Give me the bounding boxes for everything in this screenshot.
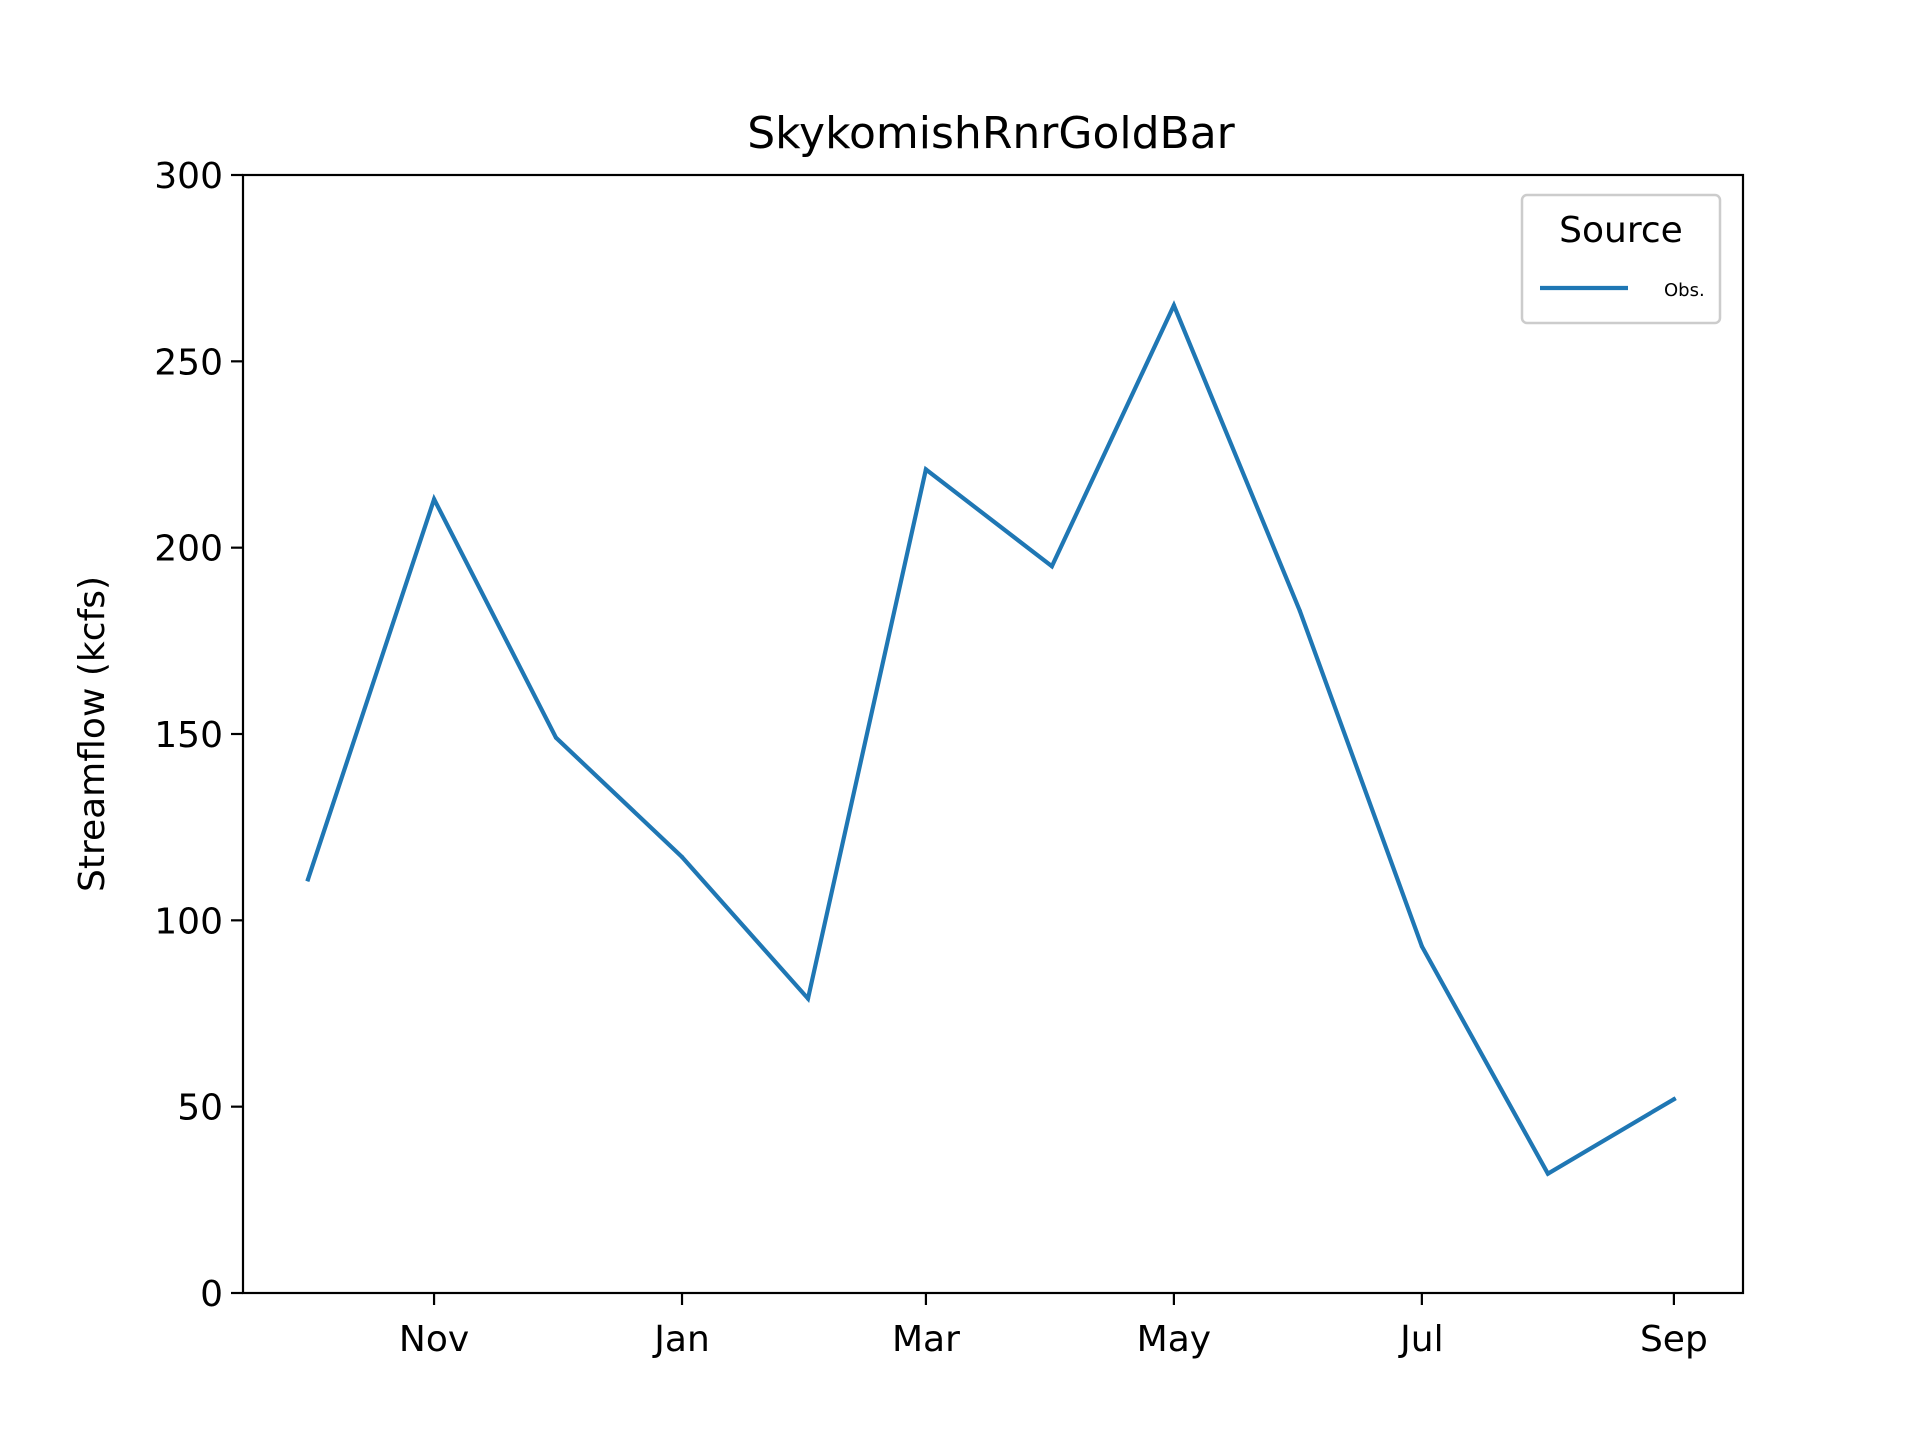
- data-point: [805, 996, 811, 1001]
- legend-entries: Obs.: [1540, 280, 1705, 301]
- y-tick-label: 50: [177, 1088, 223, 1129]
- legend-label: Obs.: [1664, 280, 1705, 301]
- x-tick-label: Mar: [892, 1319, 960, 1360]
- data-point: [1419, 944, 1424, 949]
- data-point: [923, 467, 929, 472]
- y-axis-ticks: 0 50 100 150 200 250 300: [154, 156, 243, 1315]
- x-tick-label: Sep: [1640, 1319, 1708, 1360]
- x-tick-label: Jul: [1398, 1319, 1443, 1360]
- y-tick-label: 0: [200, 1274, 223, 1315]
- y-axis-label: Streamflow (kcfs): [72, 576, 113, 892]
- data-point: [679, 854, 685, 860]
- legend: Source Obs.: [1520, 193, 1722, 325]
- y-tick-label: 200: [154, 529, 223, 570]
- legend-title: Source: [1559, 210, 1683, 251]
- chart-title: SkykomishRnrGoldBar: [747, 108, 1235, 159]
- x-tick-label: May: [1137, 1319, 1211, 1360]
- y-tick-label: 150: [154, 715, 223, 756]
- plot-frame: [241, 173, 1745, 1295]
- data-point: [305, 877, 311, 882]
- y-tick-label: 250: [154, 342, 223, 383]
- y-tick-label: 100: [154, 901, 223, 942]
- x-axis-ticks: Nov Jan Mar May Jul Sep: [399, 1293, 1708, 1360]
- data-point: [1171, 303, 1176, 308]
- series-line: [305, 300, 1677, 1177]
- y-tick-label: 300: [154, 156, 223, 197]
- data-point: [1049, 564, 1054, 569]
- data-point: [553, 735, 559, 740]
- data-point: [1545, 1171, 1550, 1176]
- data-point: [1671, 1097, 1676, 1102]
- series-lines: [305, 300, 1677, 1177]
- data-point: [432, 497, 437, 502]
- x-tick-label: Nov: [399, 1319, 469, 1360]
- legend-box: [1520, 193, 1722, 325]
- x-tick-label: Jan: [652, 1319, 710, 1360]
- data-point: [1297, 608, 1302, 614]
